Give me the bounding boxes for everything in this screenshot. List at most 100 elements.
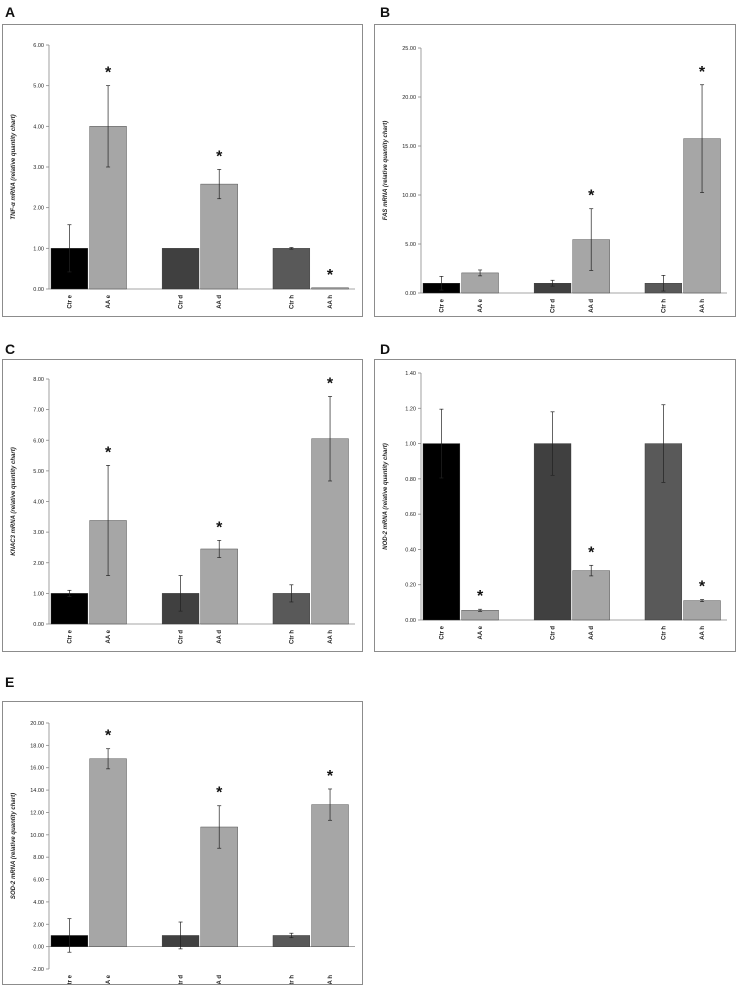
x-category-label: Ctr e: [439, 625, 445, 639]
chart-svg: 0.00 1.00 2.00 3.00 4.00 5.00 6.00 7.00 8.00 KNAC…: [11, 375, 355, 644]
chart-svg: -2.00 0.00 2.00 4.00 6.00 8.00 10.00 12.00 14.00…: [11, 721, 355, 984]
y-tick-label: 12.00: [30, 810, 44, 816]
y-tick-label: 8.00: [33, 855, 44, 861]
y-tick-label: 10.00: [402, 193, 416, 199]
x-category-label: Ctr h: [289, 975, 295, 984]
chart-panel-a: 0.00 1.00 2.00 3.00 4.00 5.00 6.00 TNF-α mRNA (…: [2, 24, 363, 317]
bar: [200, 548, 238, 625]
bar: [311, 804, 349, 947]
chart-panel-c: 0.00 1.00 2.00 3.00 4.00 5.00 6.00 7.00 8.00 KNAC…: [2, 359, 363, 652]
y-tick-label: 7.00: [33, 408, 44, 414]
significance-marker: *: [105, 65, 112, 82]
x-category-label: Ctr h: [289, 295, 295, 309]
y-tick-label: 0.00: [33, 622, 44, 628]
y-tick-label: 5.00: [405, 242, 416, 248]
significance-marker: *: [327, 375, 334, 392]
y-tick-label: 0.40: [405, 547, 416, 553]
y-tick-label: 4.00: [33, 500, 44, 506]
chart-panel-b: 0.00 5.00 10.00 15.00 20.00 25.00 FAS mRNA (re…: [374, 24, 736, 317]
bar: [572, 570, 610, 621]
y-tick-label: 3.00: [33, 530, 44, 536]
y-tick-label: 8.00: [33, 377, 44, 383]
significance-marker: *: [588, 188, 595, 205]
y-tick-label: 6.00: [33, 438, 44, 444]
bar: [200, 183, 238, 290]
x-category-label: AA e: [478, 298, 484, 312]
y-tick-label: 0.20: [405, 583, 416, 589]
bar: [683, 600, 721, 621]
y-tick-label: 15.00: [402, 144, 416, 150]
y-tick-label: 4.00: [33, 124, 44, 130]
x-category-label: AA d: [589, 626, 595, 640]
y-tick-label: 16.00: [30, 766, 44, 772]
x-category-label: Ctr h: [661, 626, 667, 640]
significance-marker: *: [477, 588, 484, 605]
y-tick-label: 1.00: [33, 246, 44, 252]
y-tick-label: 0.00: [405, 291, 416, 297]
chart-panel-d: 0.00 0.20 0.40 0.60 0.80 1.00 1.20 1.40 NOD-2 mR…: [374, 359, 736, 652]
x-category-label: Ctr e: [67, 629, 73, 643]
y-tick-label: 0.80: [405, 477, 416, 483]
x-category-label: Ctr e: [67, 974, 73, 984]
x-category-label: Ctr d: [551, 299, 557, 313]
x-category-label: AA h: [328, 295, 334, 309]
x-category-label: AA h: [328, 975, 334, 984]
panel-letter-b: B: [380, 4, 391, 20]
bar: [272, 248, 311, 290]
significance-marker: *: [216, 785, 223, 802]
y-tick-label: 1.00: [33, 591, 44, 597]
x-category-label: AA e: [478, 625, 484, 639]
significance-marker: *: [105, 444, 112, 461]
x-category-label: AA h: [328, 630, 334, 644]
y-axis-label: FAS mRNA (relative quantity chart): [383, 121, 389, 220]
significance-marker: *: [588, 544, 595, 561]
x-category-label: AA h: [700, 299, 706, 313]
y-tick-label: 2.00: [33, 206, 44, 212]
significance-marker: *: [105, 728, 112, 745]
y-axis-label: NOD-2 mRNA (relative quantity chart): [383, 443, 389, 549]
y-tick-label: 1.00: [405, 442, 416, 448]
x-category-label: AA e: [106, 294, 112, 308]
x-category-label: Ctr h: [661, 299, 667, 313]
chart-panel-e: -2.00 0.00 2.00 4.00 6.00 8.00 10.00 12.00 14.00…: [2, 701, 363, 985]
significance-marker: *: [699, 64, 706, 81]
y-tick-label: 1.20: [405, 406, 416, 412]
chart-svg: 0.00 1.00 2.00 3.00 4.00 5.00 6.00 TNF-α mRNA (…: [11, 43, 355, 309]
y-tick-label: 2.00: [33, 922, 44, 928]
y-tick-label: 20.00: [30, 721, 44, 727]
y-tick-label: 20.00: [402, 95, 416, 101]
bar: [161, 248, 200, 290]
y-tick-label: 14.00: [30, 788, 44, 794]
y-tick-label: 18.00: [30, 743, 44, 749]
x-category-label: Ctr e: [439, 298, 445, 312]
x-category-label: Ctr d: [179, 630, 185, 644]
significance-marker: *: [327, 768, 334, 785]
x-category-label: AA d: [217, 295, 223, 309]
y-tick-label: 3.00: [33, 165, 44, 171]
y-tick-label: 10.00: [30, 833, 44, 839]
y-tick-label: 0.00: [33, 287, 44, 293]
y-tick-label: 0.60: [405, 512, 416, 518]
bar: [311, 287, 349, 290]
bar: [461, 610, 499, 621]
x-category-label: AA d: [217, 975, 223, 984]
x-category-label: Ctr h: [289, 630, 295, 644]
y-tick-label: 6.00: [33, 878, 44, 884]
y-tick-label: 4.00: [33, 900, 44, 906]
y-axis-label: KNAC3 mRNA (relative quantity chart): [11, 447, 17, 555]
x-category-label: AA d: [589, 299, 595, 313]
panel-letter-e: E: [5, 674, 15, 690]
chart-svg: 0.00 0.20 0.40 0.60 0.80 1.00 1.20 1.40 NOD-2 mR…: [383, 371, 727, 640]
bar: [89, 758, 127, 947]
y-tick-label: 0.00: [405, 618, 416, 624]
significance-marker: *: [216, 148, 223, 165]
y-tick-label: 0.00: [33, 945, 44, 951]
x-category-label: Ctr d: [179, 975, 185, 984]
y-tick-label: 5.00: [33, 84, 44, 90]
panel-letter-d: D: [380, 341, 391, 357]
x-category-label: Ctr d: [179, 295, 185, 309]
x-category-label: Ctr e: [67, 294, 73, 308]
y-tick-label: 1.40: [405, 371, 416, 377]
y-axis-label: TNF-α mRNA (relative quantity chart): [11, 114, 17, 219]
x-category-label: AA d: [217, 630, 223, 644]
